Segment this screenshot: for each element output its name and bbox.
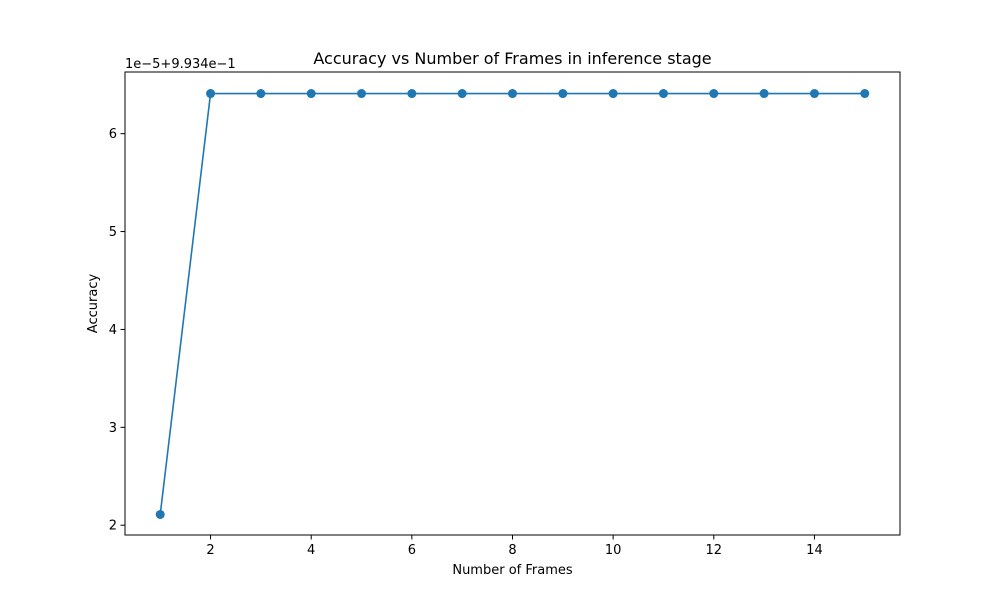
data-point [256,89,266,99]
x-tick-label: 8 [508,543,516,558]
data-point [558,89,568,99]
data-point [608,89,618,99]
data-point [357,89,367,99]
data-point [306,89,316,99]
data-point [457,89,467,99]
x-tick-label: 10 [605,543,622,558]
x-tick-label: 12 [706,543,723,558]
y-axis-ticks: 2 3 4 5 6 [109,127,125,534]
x-tick-label: 14 [806,543,823,558]
data-point [709,89,719,99]
chart-title: Accuracy vs Number of Frames in inferenc… [313,49,711,68]
x-tick-label: 6 [408,543,416,558]
y-tick-label: 4 [109,323,117,338]
y-axis-offset-text: 1e−5+9.934e−1 [125,57,236,72]
data-point [759,89,769,99]
x-axis-label: Number of Frames [452,563,573,578]
data-point [407,89,417,99]
data-point [860,89,870,99]
x-tick-label: 4 [307,543,315,558]
data-point [658,89,668,99]
data-point [809,89,819,99]
y-tick-label: 6 [109,127,117,142]
data-point [206,89,216,99]
y-tick-label: 5 [109,225,117,240]
y-tick-label: 2 [109,519,117,534]
data-point [508,89,517,99]
data-point [155,509,165,519]
plot-frame [124,71,901,536]
series-group [155,89,870,519]
x-tick-label: 2 [206,543,214,558]
y-tick-label: 3 [109,421,117,436]
x-axis-ticks: 2 4 6 8 10 12 14 [206,535,823,558]
series-line [159,92,865,515]
y-axis-label: Accuracy [86,274,101,334]
